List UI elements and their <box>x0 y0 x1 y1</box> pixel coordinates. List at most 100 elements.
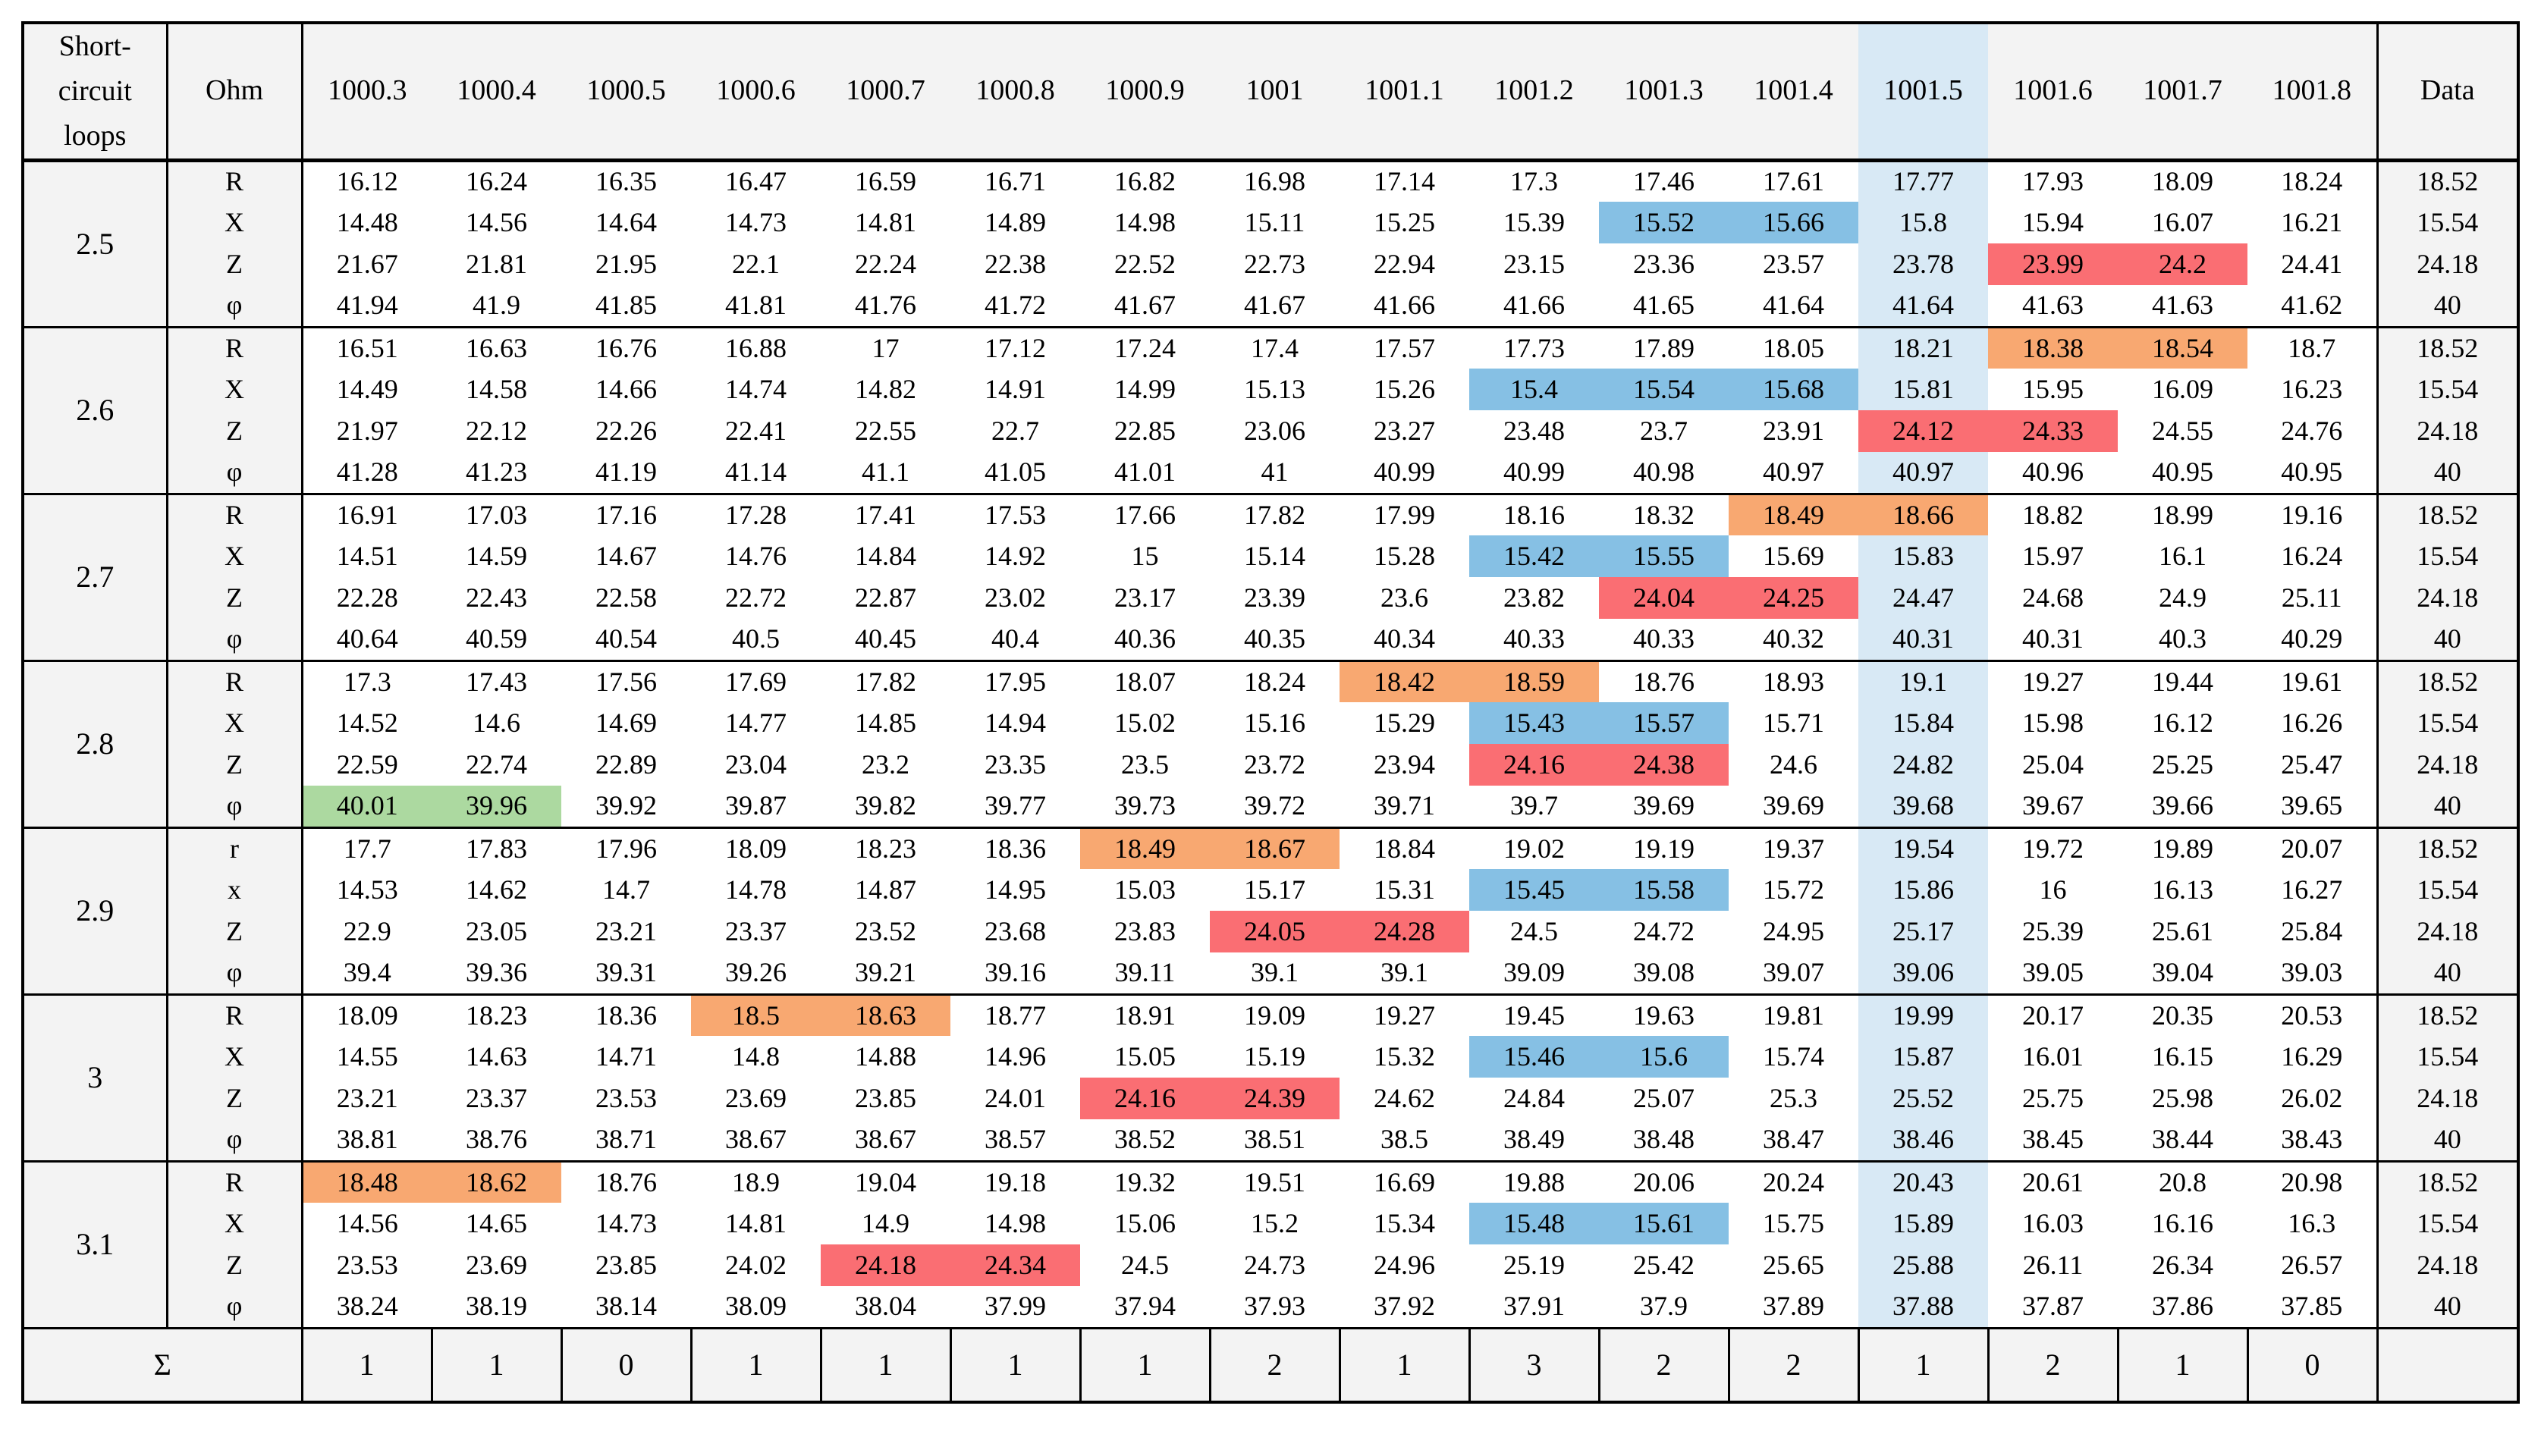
value-cell: 15.19 <box>1244 1040 1305 1072</box>
value-cell: 40.3 <box>2118 619 2247 662</box>
header-ohm-column: Ohm <box>167 23 303 162</box>
value-cell: 15.28 <box>1374 540 1435 571</box>
value-cell: 38.76 <box>432 1119 561 1163</box>
value-cell: 41.64 <box>1729 285 1858 328</box>
value-cell: 17 <box>872 332 900 363</box>
value-cell: 39.7 <box>1469 786 1599 829</box>
value-cell: 41.94 <box>302 285 432 328</box>
value-cell: 25.3 <box>1770 1082 1817 1113</box>
ohm-label: φ <box>167 786 303 829</box>
value-cell: 17.46 <box>1633 166 1695 197</box>
value-cell: 25.52 <box>1858 1078 1988 1120</box>
value-cell: 14.94 <box>985 707 1046 738</box>
value-cell: 41.67 <box>1080 285 1210 328</box>
loop-value: 2.6 <box>23 327 168 495</box>
header-row: Short-circuit loops Ohm 1000.3 1000.4 1000.5… <box>23 23 2518 162</box>
value-cell: 15.8 <box>1858 202 1988 244</box>
value-cell: 15.66 <box>1729 202 1858 244</box>
sum-cell: 1 <box>1079 1326 1211 1403</box>
value-cell: 17.96 <box>595 833 657 864</box>
value-cell: 23.15 <box>1503 248 1565 279</box>
value-cell: 24.9 <box>2159 582 2206 613</box>
value-cell: 39.68 <box>1858 786 1988 829</box>
value-cell: 19.89 <box>2152 833 2213 864</box>
value-cell: 23.53 <box>595 1082 657 1113</box>
value-cell: 38.24 <box>302 1286 432 1329</box>
row-2.9-Z: Z 22.9 23.05 23.21 23.37 23.52 23.68 23.83 24.05… <box>23 911 2518 953</box>
value-cell: 39.21 <box>821 952 950 996</box>
value-cell: 25.11 <box>2247 577 2379 620</box>
value-cell: 14.58 <box>466 373 527 404</box>
page: Short-circuit loops Ohm 1000.3 1000.4 1000.5… <box>21 21 2520 1404</box>
value-cell: 17.83 <box>466 833 527 864</box>
value-cell: 18.48 <box>302 1161 432 1203</box>
value-cell: 19.44 <box>2152 666 2213 697</box>
value-cell: 18.16 <box>1503 499 1565 530</box>
value-cell: 15.86 <box>1858 869 1988 912</box>
data-value-cell: 24.18 <box>2377 1078 2518 1120</box>
header-col-1001.4: 1001.4 <box>1729 23 1858 162</box>
value-cell: 41.1 <box>821 452 950 495</box>
row-2.5-φ: φ 41.94 41.9 41.85 41.81 41.76 41.72 41.67 41.67… <box>23 285 2518 328</box>
value-cell: 41 <box>1210 452 1340 495</box>
value-cell: 19.18 <box>985 1166 1046 1197</box>
sum-cell: 1 <box>300 1326 433 1403</box>
row-2.7-Z: Z 22.28 22.43 22.58 22.72 22.87 23.02 23.17 23.3… <box>23 577 2518 620</box>
value-cell: 40.96 <box>1988 452 2118 495</box>
value-cell: 20.17 <box>2022 999 2084 1031</box>
value-cell: 40.34 <box>1340 619 1469 662</box>
loop-value: 2.9 <box>23 827 168 996</box>
value-cell: 17.24 <box>1114 332 1176 363</box>
value-cell: 38.47 <box>1729 1119 1858 1163</box>
value-cell: 15.54 <box>1599 369 1729 411</box>
value-cell: 24.33 <box>1988 410 2118 453</box>
value-cell: 20.61 <box>2022 1166 2084 1197</box>
value-cell: 15.95 <box>2022 373 2084 404</box>
value-cell: 14.77 <box>725 707 787 738</box>
value-cell: 23.83 <box>1114 915 1176 946</box>
value-cell: 20.8 <box>2159 1166 2206 1197</box>
value-cell: 40.99 <box>1469 452 1599 495</box>
value-cell: 15.89 <box>1858 1203 1988 1245</box>
value-cell: 37.91 <box>1469 1286 1599 1329</box>
value-cell: 14.99 <box>1114 373 1176 404</box>
value-cell: 39.05 <box>1988 952 2118 996</box>
value-cell: 18.32 <box>1633 499 1695 530</box>
value-cell: 14.84 <box>855 540 916 571</box>
row-2.8-R: 2.8 R 17.3 17.43 17.56 17.69 17.82 17.95 18.07 18… <box>23 661 2518 829</box>
data-value-cell: 18.52 <box>2377 661 2518 703</box>
value-cell: 39.36 <box>432 952 561 996</box>
value-cell: 23.57 <box>1763 248 1824 279</box>
value-cell: 37.94 <box>1080 1286 1210 1329</box>
value-cell: 18.49 <box>1080 827 1210 870</box>
value-cell: 15.39 <box>1503 206 1565 237</box>
value-cell: 14.88 <box>855 1040 916 1072</box>
data-value-cell: 18.52 <box>2377 1161 2518 1203</box>
value-cell: 40.01 <box>302 786 432 829</box>
value-cell: 15.55 <box>1599 535 1729 578</box>
value-cell: 17.3 <box>343 666 391 697</box>
value-cell: 16.71 <box>985 166 1046 197</box>
value-cell: 24.34 <box>950 1244 1080 1287</box>
value-cell: 23.94 <box>1374 748 1435 780</box>
loop-value: 3.1 <box>23 1161 168 1329</box>
ohm-label: φ <box>167 285 303 328</box>
value-cell: 38.49 <box>1469 1119 1599 1163</box>
value-cell: 23.27 <box>1374 415 1435 446</box>
value-cell: 38.48 <box>1599 1119 1729 1163</box>
value-cell: 38.71 <box>561 1119 691 1163</box>
value-cell: 14.48 <box>336 206 398 237</box>
value-cell: 17.61 <box>1763 166 1824 197</box>
value-cell: 19.04 <box>855 1166 916 1197</box>
value-cell: 18.7 <box>2247 327 2379 369</box>
header-data-column: Data <box>2377 23 2518 162</box>
sum-cell: 1 <box>819 1326 952 1403</box>
value-cell: 23.69 <box>725 1082 787 1113</box>
value-cell: 24.16 <box>1080 1078 1210 1120</box>
value-cell: 17.4 <box>1251 332 1299 363</box>
value-cell: 38.04 <box>821 1286 950 1329</box>
value-cell: 38.5 <box>1340 1119 1469 1163</box>
value-cell: 19.1 <box>1858 661 1988 703</box>
value-cell: 38.14 <box>561 1286 691 1329</box>
value-cell: 14.92 <box>985 540 1046 571</box>
